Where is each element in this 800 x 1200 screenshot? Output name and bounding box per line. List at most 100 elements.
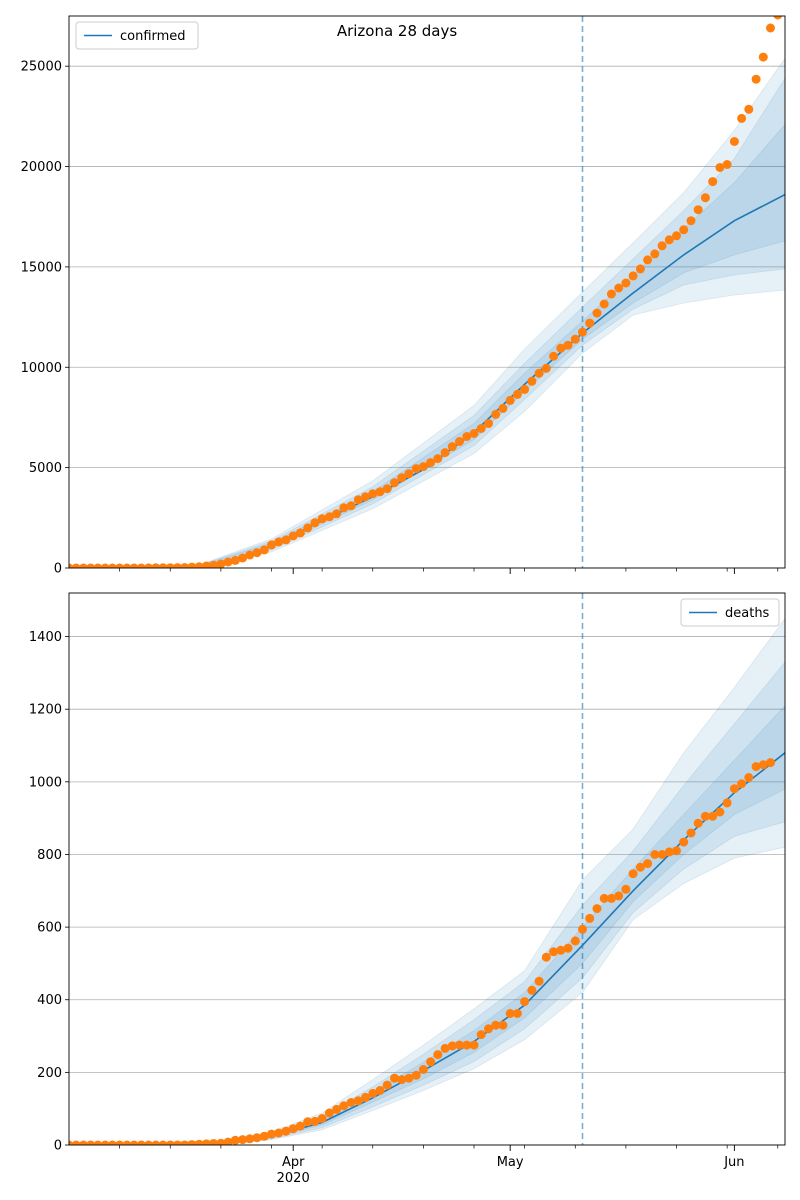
data-point — [700, 193, 710, 203]
legend-label: confirmed — [120, 29, 186, 44]
y-tick-label: 1200 — [29, 703, 62, 718]
data-point — [556, 945, 566, 955]
x-tick-label: Apr — [282, 1155, 305, 1170]
data-point — [505, 395, 515, 405]
data-point — [317, 1114, 327, 1123]
data-point — [310, 1116, 320, 1126]
data-point — [599, 299, 609, 309]
data-point — [288, 531, 298, 541]
data-point — [107, 563, 117, 568]
data-point — [136, 1140, 146, 1145]
data-point — [93, 563, 103, 568]
data-point — [411, 464, 421, 474]
data-point — [390, 1073, 399, 1083]
data-point — [773, 16, 783, 20]
data-point — [368, 1088, 378, 1098]
y-tick-label: 1400 — [29, 630, 62, 645]
data-point — [440, 448, 450, 458]
data-point — [353, 495, 363, 505]
data-point — [512, 389, 522, 399]
data-point — [433, 1050, 443, 1060]
data-point — [93, 1140, 103, 1145]
data-point — [693, 205, 703, 215]
data-point — [585, 913, 595, 923]
data-point — [332, 1104, 342, 1114]
data-point — [411, 1070, 421, 1080]
y-tick-label: 400 — [37, 993, 62, 1008]
data-point — [339, 1101, 349, 1111]
data-point — [346, 501, 356, 511]
data-point — [187, 1140, 197, 1145]
data-point — [549, 351, 559, 361]
x-tick-label: Jun — [723, 1155, 744, 1170]
data-point — [303, 1117, 313, 1127]
data-point — [79, 563, 88, 568]
data-point — [375, 1086, 385, 1095]
data-point — [252, 1133, 262, 1143]
data-point — [216, 559, 226, 568]
data-point — [534, 976, 544, 986]
data-point — [520, 997, 530, 1007]
data-point — [259, 545, 269, 555]
data-point — [686, 216, 696, 226]
data-point — [505, 1009, 515, 1018]
axes-frame — [68, 592, 786, 1146]
data-point — [173, 563, 182, 568]
data-point — [455, 1040, 464, 1050]
data-point — [585, 318, 595, 328]
data-point — [187, 562, 197, 568]
data-point — [563, 340, 573, 350]
x-tick-year-label: 2020 — [277, 1171, 310, 1186]
data-point — [578, 327, 587, 337]
data-point — [592, 904, 602, 914]
data-point — [737, 779, 747, 789]
data-point — [693, 818, 703, 828]
data-point — [484, 419, 493, 428]
data-point — [433, 454, 443, 464]
data-point — [512, 1009, 522, 1018]
data-point — [628, 271, 638, 281]
data-point — [643, 255, 653, 265]
data-point — [303, 523, 313, 533]
data-point — [274, 537, 284, 547]
data-point — [679, 837, 689, 847]
data-point — [527, 376, 537, 386]
axes-frame — [68, 15, 786, 569]
data-point — [86, 563, 96, 568]
y-tick-label: 0 — [54, 562, 62, 577]
data-point — [729, 784, 739, 794]
data-point — [317, 514, 327, 524]
y-tick-label: 10000 — [21, 361, 62, 376]
data-point — [729, 137, 739, 146]
data-point — [165, 1140, 175, 1145]
data-point — [267, 1129, 276, 1139]
data-point — [180, 563, 190, 568]
data-point — [418, 462, 428, 472]
data-point — [353, 1096, 363, 1106]
y-tick-label: 15000 — [21, 260, 62, 275]
data-point — [570, 936, 580, 946]
y-tick-label: 5000 — [29, 461, 62, 476]
data-point — [173, 1140, 182, 1145]
data-point — [245, 1134, 255, 1144]
data-point — [686, 828, 696, 838]
data-point — [339, 503, 349, 513]
data-point — [86, 1140, 96, 1145]
data-point — [614, 283, 624, 293]
data-point — [274, 1128, 284, 1138]
data-point — [151, 563, 161, 568]
data-point — [672, 231, 681, 241]
data-point — [216, 1138, 226, 1145]
data-point — [491, 409, 501, 419]
data-point — [332, 509, 342, 519]
data-point — [267, 540, 276, 550]
data-point — [643, 859, 653, 869]
y-tick-label: 800 — [37, 848, 62, 863]
data-point — [744, 104, 754, 114]
data-point — [310, 518, 320, 528]
data-point — [129, 563, 139, 568]
data-point — [295, 1121, 305, 1131]
data-point — [209, 560, 219, 568]
data-point — [100, 563, 110, 568]
data-point — [122, 1140, 132, 1145]
